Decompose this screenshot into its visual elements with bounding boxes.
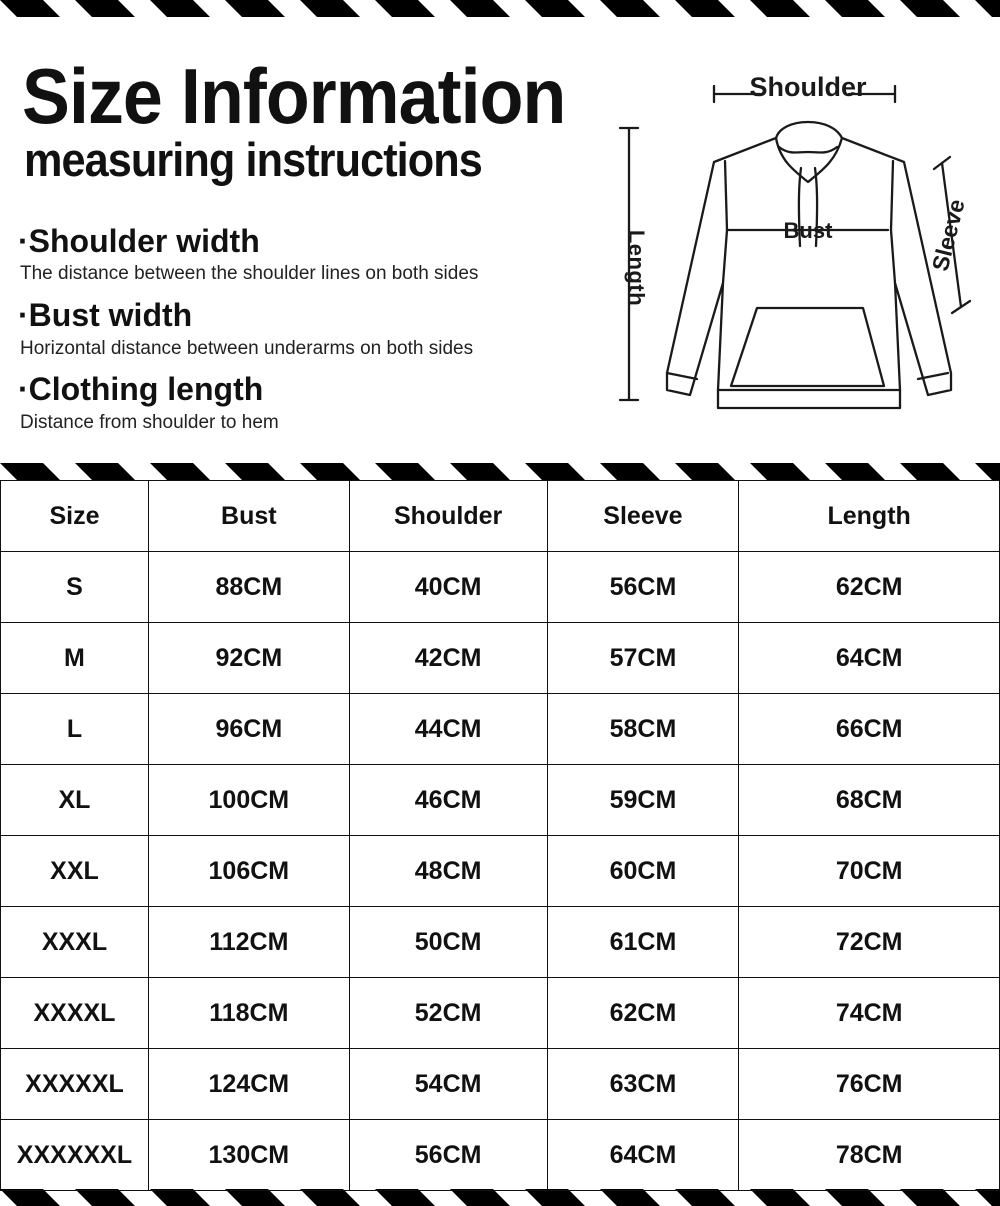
svg-text:Bust: Bust <box>784 218 834 243</box>
svg-text:Sleeve: Sleeve <box>927 197 970 274</box>
svg-text:Length: Length <box>624 230 649 306</box>
svg-text:Shoulder: Shoulder <box>749 72 866 102</box>
